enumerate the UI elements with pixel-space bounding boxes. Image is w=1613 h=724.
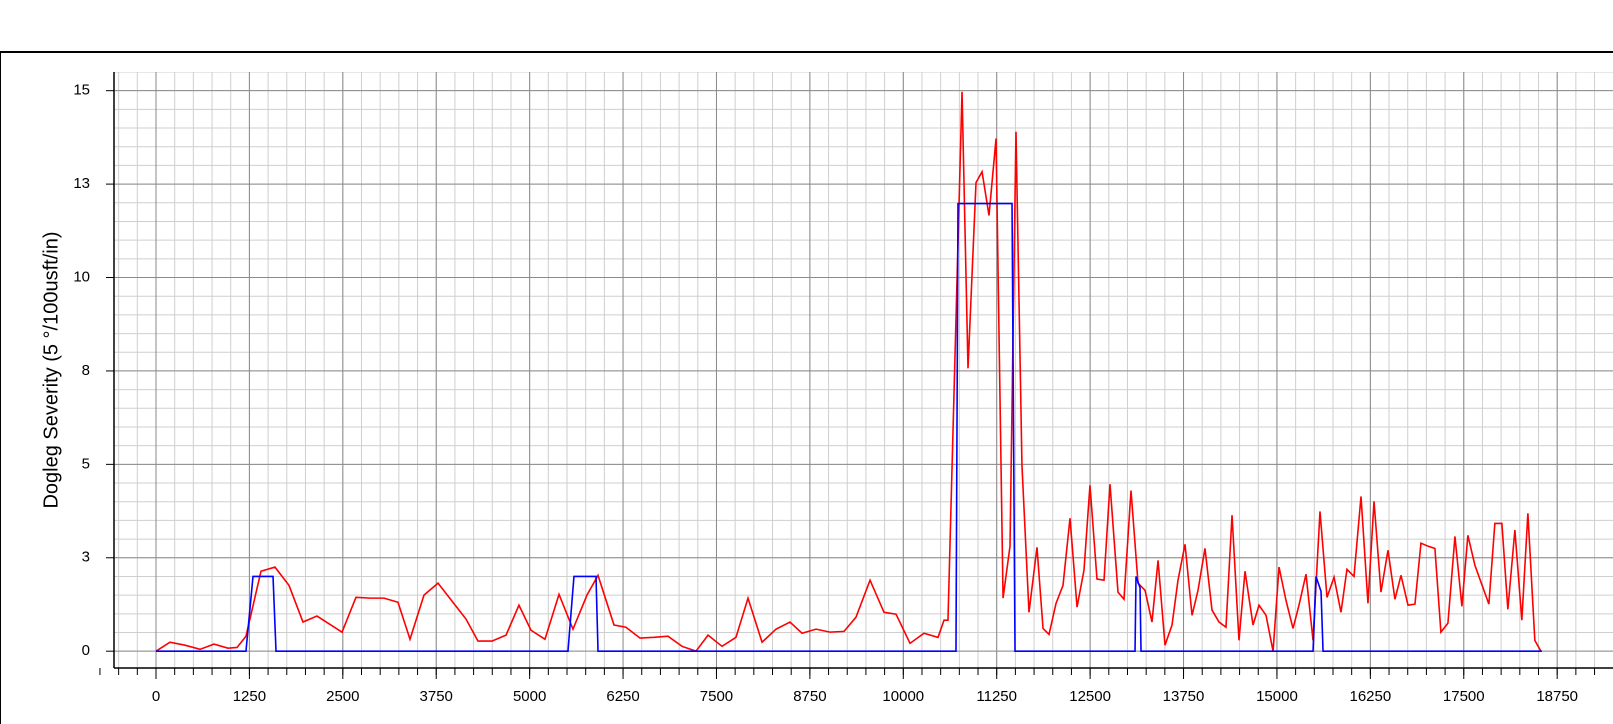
x-tick-label: 6250 <box>606 688 639 705</box>
y-tick-label: 5 <box>82 455 90 472</box>
y-tick-label: 3 <box>82 549 90 566</box>
y-axis-title: Dogleg Severity (5 °/100usft/in) <box>40 231 62 508</box>
x-tick-label: 3750 <box>420 688 453 705</box>
y-tick-label: 8 <box>82 362 90 379</box>
plot-area <box>114 72 1613 668</box>
x-tick-label: 13750 <box>1163 688 1205 705</box>
x-tick-label: 12500 <box>1069 688 1111 705</box>
series-line <box>155 202 1542 652</box>
y-tick-label: 10 <box>73 268 90 285</box>
x-tick-label: 7500 <box>700 688 733 705</box>
x-tick-label: 1250 <box>233 688 266 705</box>
x-tick-label: 17500 <box>1443 688 1485 705</box>
x-tick-label: 16250 <box>1349 688 1391 705</box>
x-tick-label: 15000 <box>1256 688 1298 705</box>
x-tick-label: 0 <box>152 688 160 705</box>
x-tick-label: 11250 <box>976 688 1017 705</box>
x-tick-label: 8750 <box>793 688 826 705</box>
x-tick-label: 18750 <box>1536 688 1578 705</box>
series-line <box>155 91 1542 653</box>
y-tick-label: 0 <box>82 642 90 659</box>
x-tick-label: 5000 <box>513 688 546 705</box>
x-tick-label: 2500 <box>326 688 359 705</box>
x-tick-label: 10000 <box>882 688 924 705</box>
y-tick-label: 13 <box>73 175 90 192</box>
y-tick-label: 15 <box>73 82 90 99</box>
